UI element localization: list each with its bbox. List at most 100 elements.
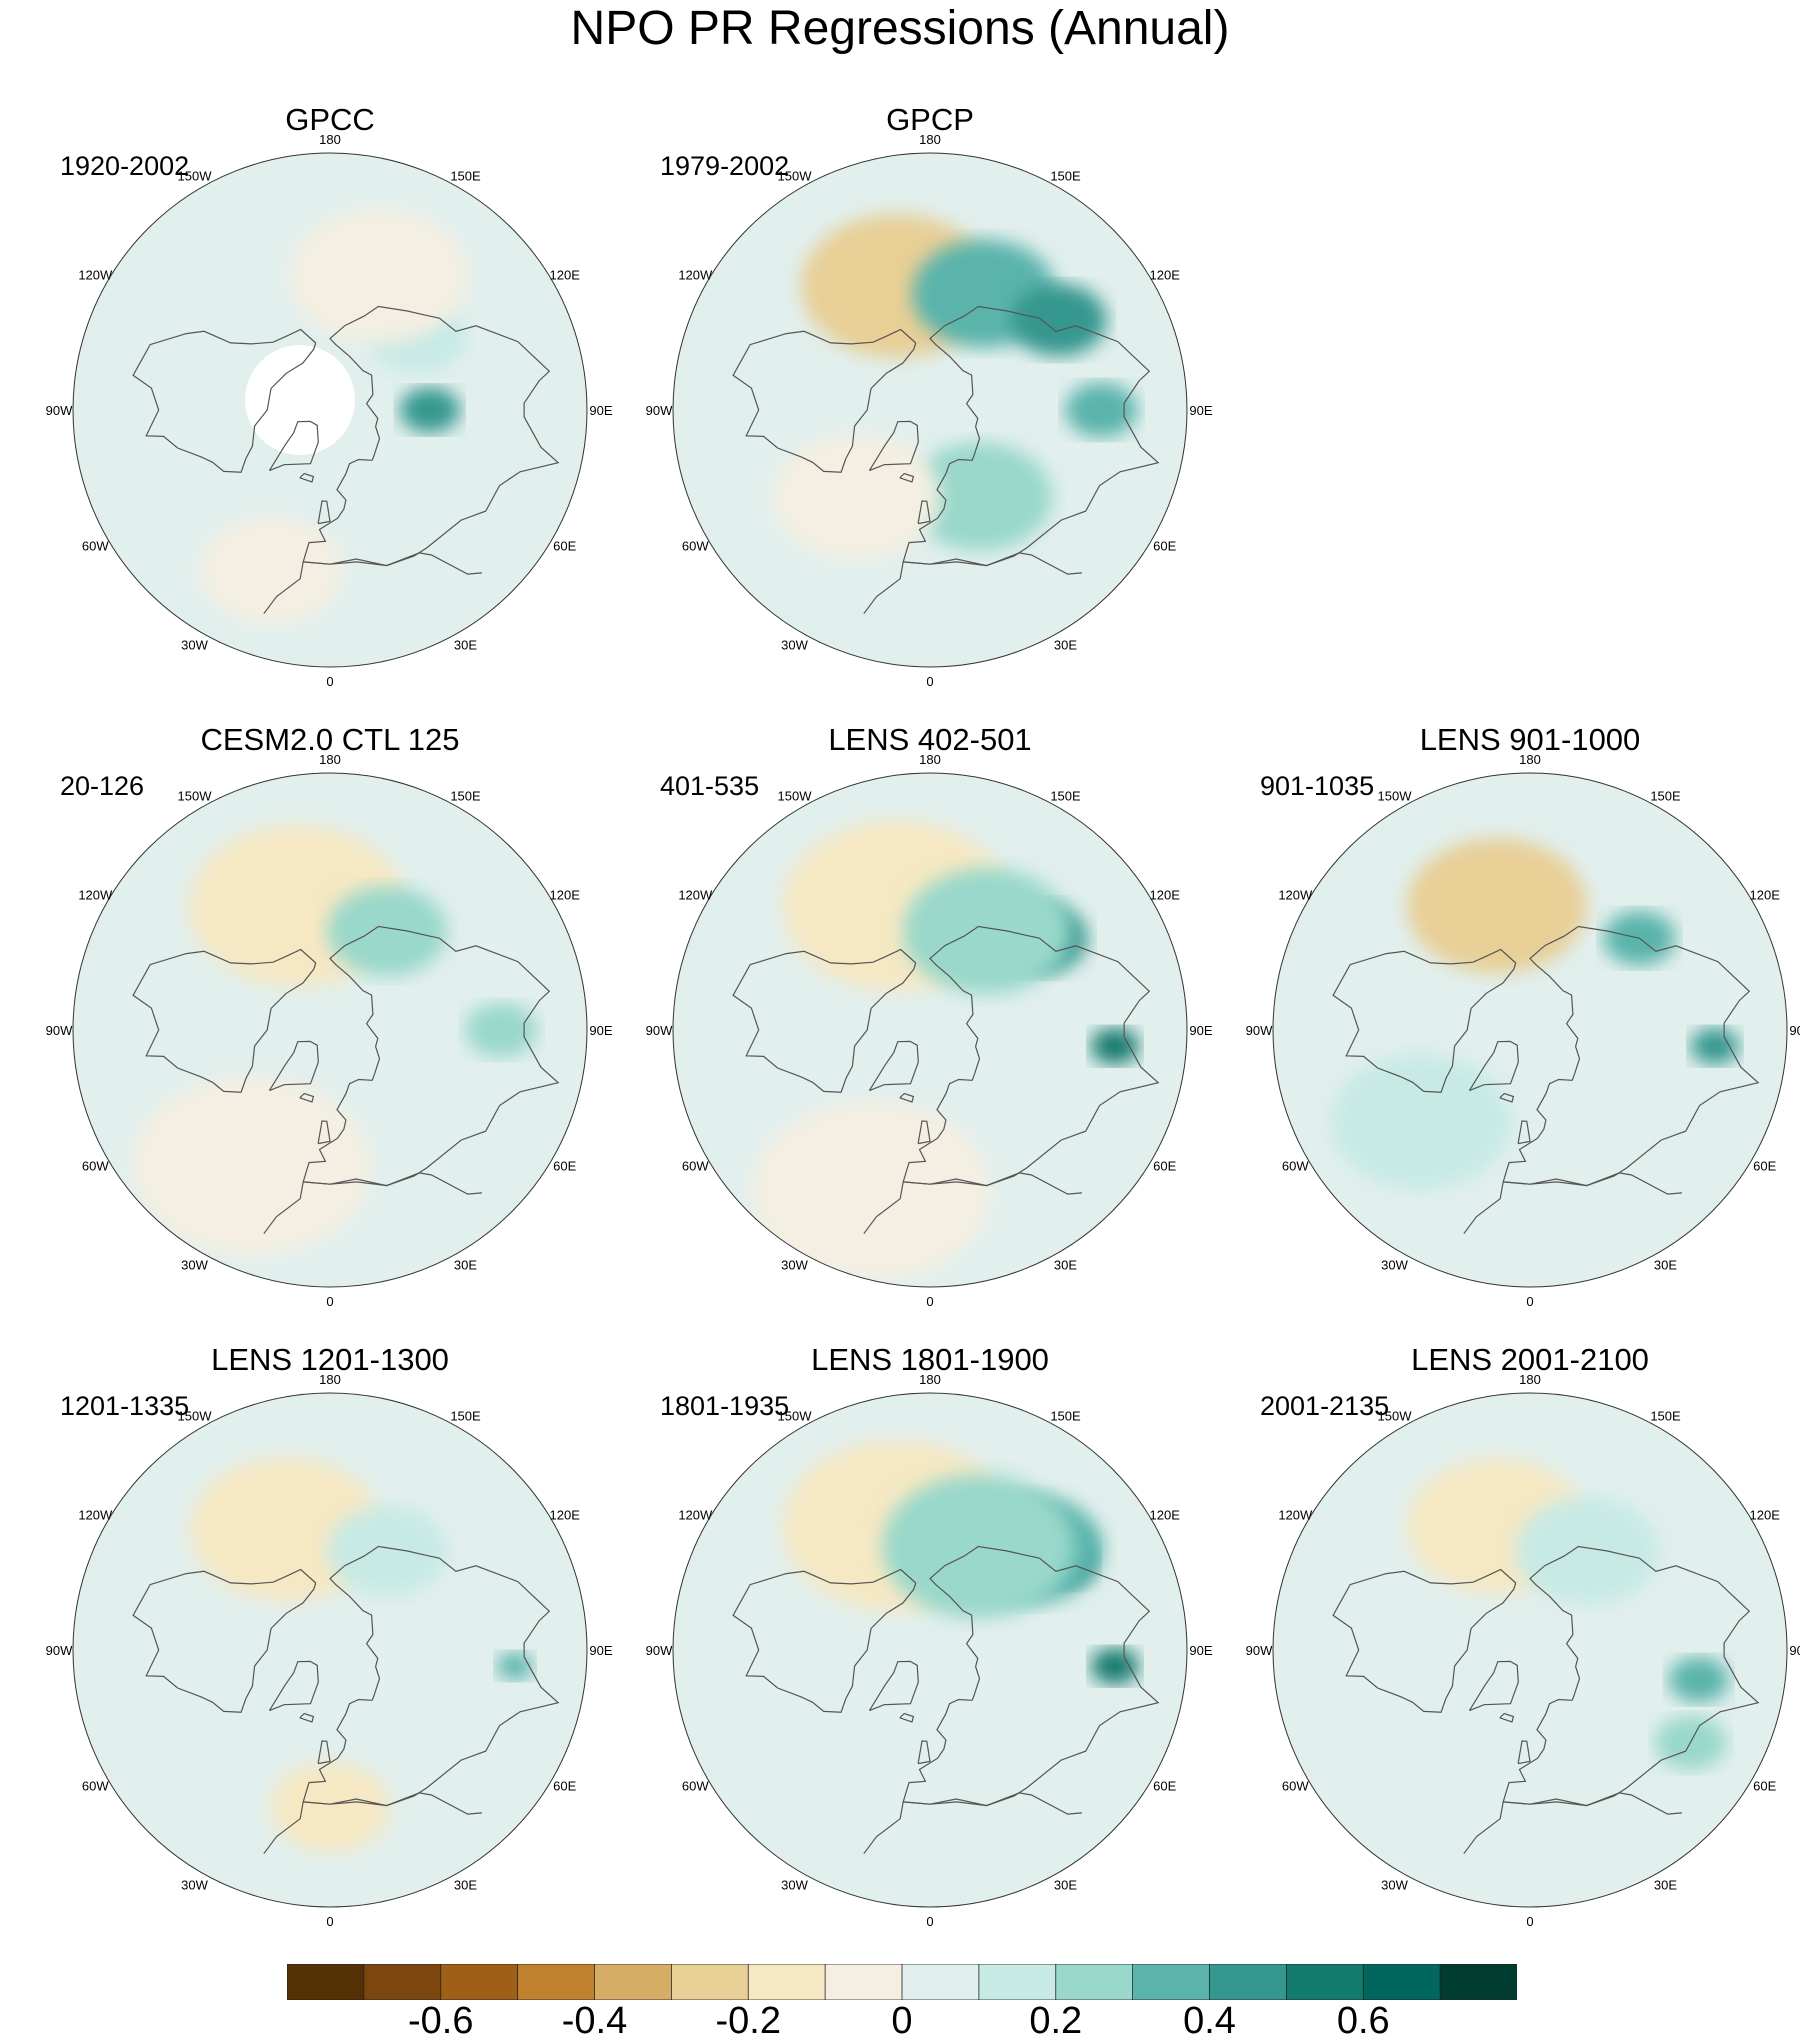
panel-year-range: 1979-2002 <box>660 151 790 181</box>
map-panel: 180 150E 120E 90E 60E 30E 0 30W 60W 90W 120W 150W GP… <box>30 102 630 710</box>
colorbar-tick-label: -0.4 <box>561 2000 628 2042</box>
longitude-label: 90W <box>1246 1643 1273 1658</box>
colorbar-swatch <box>824 1964 903 2000</box>
coastline <box>1468 1660 1519 1712</box>
coastline <box>868 420 919 472</box>
panel-title: CESM2.0 CTL 125 <box>200 722 460 757</box>
longitude-label: 120W <box>678 888 713 903</box>
anomaly-contour <box>270 1762 390 1853</box>
longitude-label: 150W <box>178 1408 213 1423</box>
map-boundary <box>72 772 588 1288</box>
colorbar-tick-label: -0.6 <box>408 2000 474 2042</box>
longitude-label: 90E <box>1789 1643 1800 1658</box>
coastline <box>268 420 319 472</box>
coastline <box>1463 1792 1682 1855</box>
longitude-label: 180 <box>919 132 941 147</box>
panel-title: LENS 1201-1300 <box>211 1342 449 1377</box>
longitude-label: 30E <box>1654 1878 1677 1893</box>
colorbar-swatch <box>1132 1964 1211 2000</box>
map-boundary <box>672 152 1188 668</box>
longitude-label: 90W <box>46 403 73 418</box>
polar-map: 180 150E 120E 90E 60E 30E 0 30W 60W 90W 120W 150W <box>46 132 613 689</box>
coastline <box>299 472 315 483</box>
map-panel: 180 150E 120E 90E 60E 30E 0 30W 60W 90W 120W 150W CE… <box>30 722 630 1330</box>
longitude-label: 90E <box>589 1643 612 1658</box>
polar-map: 180 150E 120E 90E 60E 30E 0 30W 60W 90W 120W 150W <box>646 752 1213 1309</box>
map-panel: 180 150E 120E 90E 60E 30E 0 30W 60W 90W 120W 150W GP… <box>630 102 1230 710</box>
anomaly-contour <box>131 1076 372 1257</box>
colorbar-swatch <box>517 1964 596 2000</box>
coastline <box>302 925 560 1187</box>
longitude-label: 150W <box>178 168 213 183</box>
longitude-label: 150E <box>1650 1408 1681 1423</box>
polar-map: 180 150E 120E 90E 60E 30E 0 30W 60W 90W 120W 150W <box>646 132 1213 689</box>
longitude-label: 180 <box>919 752 941 767</box>
anomaly-contour <box>1010 283 1107 356</box>
coastline <box>1463 1172 1682 1235</box>
longitude-label: 150E <box>1050 168 1081 183</box>
panel-year-range: 901-1035 <box>1260 771 1375 801</box>
anomaly-contour <box>1090 1028 1139 1065</box>
longitude-label: 120E <box>1750 1508 1781 1523</box>
longitude-label: 180 <box>319 132 341 147</box>
longitude-label: 30E <box>1054 1878 1077 1893</box>
longitude-label: 120W <box>78 268 113 283</box>
longitude-label: 30W <box>781 1878 808 1893</box>
longitude-label: 0 <box>926 1914 933 1929</box>
coastline <box>899 1712 915 1723</box>
coastline <box>1332 1568 1517 1713</box>
longitude-label: 60W <box>1282 1779 1309 1794</box>
longitude-label: 60W <box>82 1779 109 1794</box>
coastline <box>1499 1712 1515 1723</box>
longitude-label: 0 <box>1526 1914 1533 1929</box>
longitude-label: 150E <box>450 168 481 183</box>
colorbar-swatch <box>901 1964 980 2000</box>
coastline <box>302 305 560 567</box>
longitude-label: 60E <box>1753 1779 1776 1794</box>
longitude-label: 150W <box>778 168 813 183</box>
longitude-label: 60W <box>682 539 709 554</box>
coastline <box>868 1660 919 1712</box>
longitude-label: 60E <box>1153 1779 1176 1794</box>
longitude-label: 60E <box>553 539 576 554</box>
polar-map: 180 150E 120E 90E 60E 30E 0 30W 60W 90W 120W 150W <box>46 1372 613 1929</box>
coastline <box>917 500 931 525</box>
anomaly-contour <box>751 1101 992 1282</box>
anomaly-contour <box>903 868 1072 995</box>
map-boundary <box>672 772 1188 1288</box>
panel-title: GPCP <box>886 102 974 137</box>
coastline <box>1332 948 1517 1093</box>
polar-map: 180 150E 120E 90E 60E 30E 0 30W 60W 90W 120W 150W <box>646 1372 1213 1929</box>
panel-year-range: 1201-1335 <box>60 1391 190 1421</box>
longitude-label: 180 <box>1519 752 1541 767</box>
longitude-label: 120W <box>78 1508 113 1523</box>
coastline <box>868 1040 919 1092</box>
coastline <box>732 328 917 473</box>
coastline <box>263 1792 482 1855</box>
colorbar-swatch <box>363 1964 442 2000</box>
coastline <box>302 1545 560 1807</box>
longitude-label: 60W <box>682 1159 709 1174</box>
colorbar-tick-label: 0.6 <box>1336 2000 1390 2042</box>
longitude-label: 30W <box>181 638 208 653</box>
coastline <box>1499 1092 1515 1103</box>
figure-title: NPO PR Regressions (Annual) <box>570 2 1230 55</box>
panel-title: LENS 2001-2100 <box>1411 1342 1649 1377</box>
coastline <box>317 1120 331 1145</box>
panel-title: LENS 402-501 <box>828 722 1032 757</box>
longitude-label: 150E <box>1650 788 1681 803</box>
map-panel: 180 150E 120E 90E 60E 30E 0 30W 60W 90W 120W 150W LE… <box>1230 722 1800 1330</box>
anomaly-contour <box>288 208 469 344</box>
coastline <box>263 1172 482 1235</box>
longitude-label: 90E <box>1789 1023 1800 1038</box>
longitude-label: 30E <box>454 1878 477 1893</box>
coastline <box>132 948 317 1093</box>
anomaly-contour <box>1690 1028 1739 1065</box>
longitude-label: 150W <box>1378 1408 1413 1423</box>
longitude-label: 90W <box>646 403 673 418</box>
longitude-label: 60W <box>82 1159 109 1174</box>
colorbar-tick-label: 0.2 <box>1029 2000 1083 2042</box>
coastline <box>317 500 331 525</box>
map-boundary <box>1272 1392 1788 1908</box>
longitude-label: 90E <box>1189 1643 1212 1658</box>
